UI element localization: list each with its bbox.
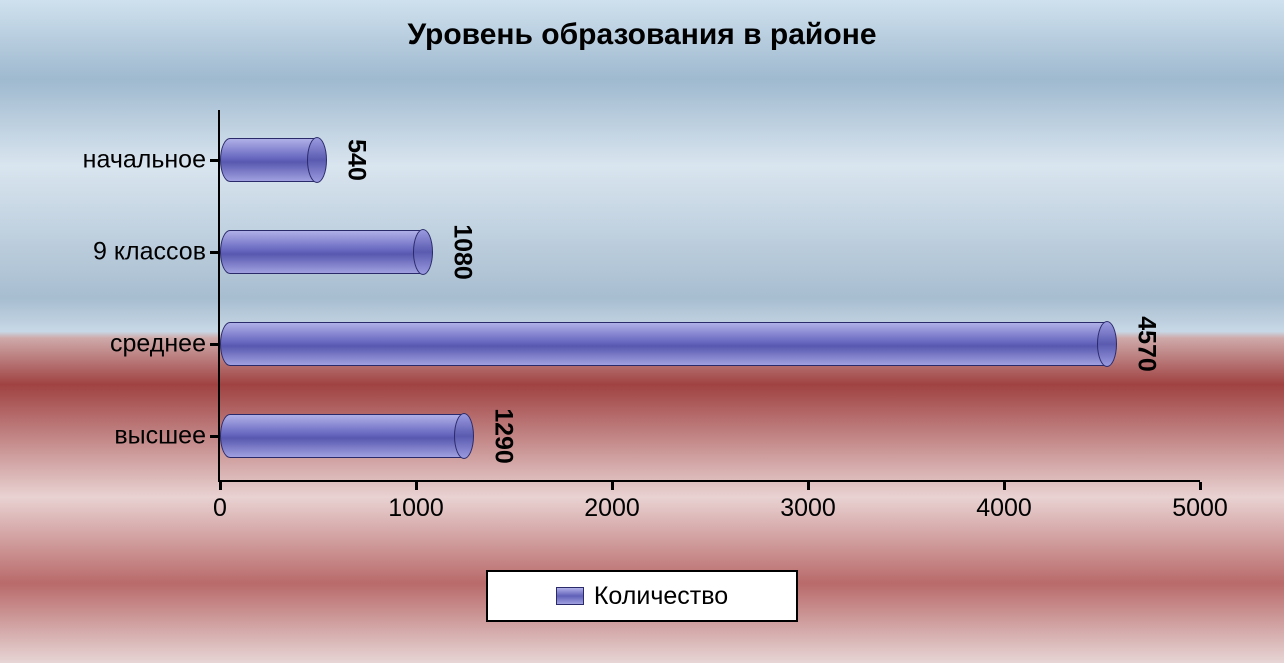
legend-swatch <box>556 587 584 605</box>
category-label: начальное <box>83 146 206 175</box>
chart-container: Уровень образования в районе начальное 9 … <box>0 0 1284 663</box>
category-label: среднее <box>110 330 206 359</box>
bar-value-label: 540 <box>341 139 370 181</box>
y-tick-mark <box>210 159 218 162</box>
chart-title: Уровень образования в районе <box>0 18 1284 52</box>
category-label: 9 классов <box>93 238 206 267</box>
x-tick-label: 2000 <box>584 494 640 523</box>
bar-body <box>220 322 1116 366</box>
x-tick-label: 1000 <box>388 494 444 523</box>
x-tick-mark <box>415 482 418 490</box>
bar-value-label: 4570 <box>1131 316 1160 372</box>
legend: Количество <box>486 570 798 622</box>
x-tick-label: 4000 <box>976 494 1032 523</box>
x-tick-label: 5000 <box>1172 494 1228 523</box>
x-tick-mark <box>1003 482 1006 490</box>
bar-body <box>220 414 473 458</box>
x-tick-label: 3000 <box>780 494 836 523</box>
bar-cap <box>307 137 327 183</box>
y-tick-mark <box>210 343 218 346</box>
category-label: высшее <box>114 422 206 451</box>
y-tick-mark <box>210 435 218 438</box>
x-tick-mark <box>219 482 222 490</box>
x-tick-mark <box>1199 482 1202 490</box>
x-tick-label: 0 <box>213 494 227 523</box>
y-tick-mark <box>210 251 218 254</box>
bar-cap <box>1097 321 1117 367</box>
bar-cap <box>454 413 474 459</box>
bar-value-label: 1080 <box>447 224 476 280</box>
bar: 4570 <box>220 322 1116 366</box>
bar-cap <box>413 229 433 275</box>
plot-area: начальное9 классовсреднеевысшее 54010804… <box>218 110 1200 482</box>
bar-value-label: 1290 <box>488 408 517 464</box>
x-tick-mark <box>807 482 810 490</box>
legend-label: Количество <box>594 582 728 611</box>
bar: 540 <box>220 138 326 182</box>
x-tick-mark <box>611 482 614 490</box>
bar-body <box>220 230 432 274</box>
bar: 1080 <box>220 230 432 274</box>
bar: 1290 <box>220 414 473 458</box>
